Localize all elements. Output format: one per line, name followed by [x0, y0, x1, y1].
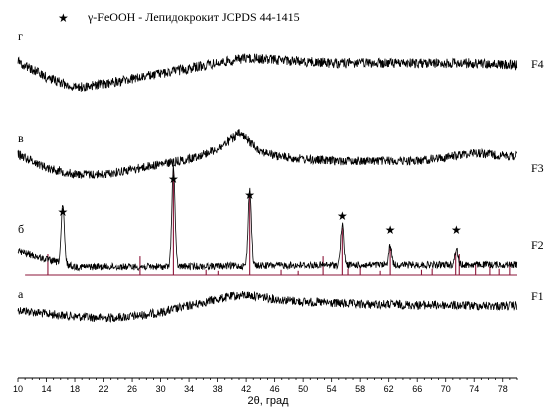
peak-star-icon: ★: [58, 205, 69, 219]
x-tick-label: 22: [99, 384, 109, 394]
peak-star-icon: ★: [451, 223, 462, 237]
series-line-f3: [17, 129, 518, 180]
x-tick-label: 66: [412, 384, 422, 394]
series-line-f1: [17, 291, 518, 323]
x-tick-label: 10: [13, 384, 23, 394]
peak-star-icon: ★: [385, 223, 396, 237]
x-tick-label: 58: [355, 384, 365, 394]
peak-star-icon: ★: [244, 188, 255, 202]
series-line-f4: [17, 53, 518, 92]
series-layer: F1 а F2 б F3 в F4 г: [17, 29, 544, 323]
peak-markers: ★ ★ ★ ★ ★ ★: [58, 172, 462, 237]
x-tick-label: 26: [127, 384, 137, 394]
panel-letter-f1: а: [18, 287, 24, 301]
series-label-f3: F3: [531, 161, 544, 175]
x-tick-label: 54: [327, 384, 337, 394]
x-tick-label: 18: [70, 384, 80, 394]
x-tick-label: 78: [498, 384, 508, 394]
x-tick-label: 70: [441, 384, 451, 394]
x-tick-label: 74: [469, 384, 479, 394]
x-tick-label: 14: [42, 384, 52, 394]
reference-sticks: [25, 170, 517, 276]
legend-star-icon: ★: [58, 11, 69, 25]
panel-letter-f4: г: [18, 29, 23, 43]
series-label-f4: F4: [531, 57, 544, 71]
panel-letter-f2: б: [18, 222, 24, 236]
series-label-f2: F2: [531, 238, 544, 252]
series-line-f2: [17, 164, 518, 272]
x-tick-label: 62: [384, 384, 394, 394]
x-tick-label: 42: [241, 384, 251, 394]
x-tick-label: 30: [156, 384, 166, 394]
legend: ★ γ-FeOOH - Лепидокрокит JCPDS 44-1415: [58, 10, 300, 25]
peak-star-icon: ★: [337, 209, 348, 223]
x-tick-label: 46: [270, 384, 280, 394]
x-tick-label: 34: [184, 384, 194, 394]
series-label-f1: F1: [531, 289, 544, 303]
x-tick-label: 38: [213, 384, 223, 394]
x-axis: 10 14 18 22 26 30 34 38 42 46 50 54 58 62 66 70 74 78: [13, 377, 518, 394]
legend-text: γ-FeOOH - Лепидокрокит JCPDS 44-1415: [87, 10, 300, 24]
x-axis-label: 2θ, град: [247, 395, 289, 407]
panel-letter-f3: в: [18, 131, 24, 145]
x-tick-label: 50: [298, 384, 308, 394]
peak-star-icon: ★: [168, 172, 179, 186]
